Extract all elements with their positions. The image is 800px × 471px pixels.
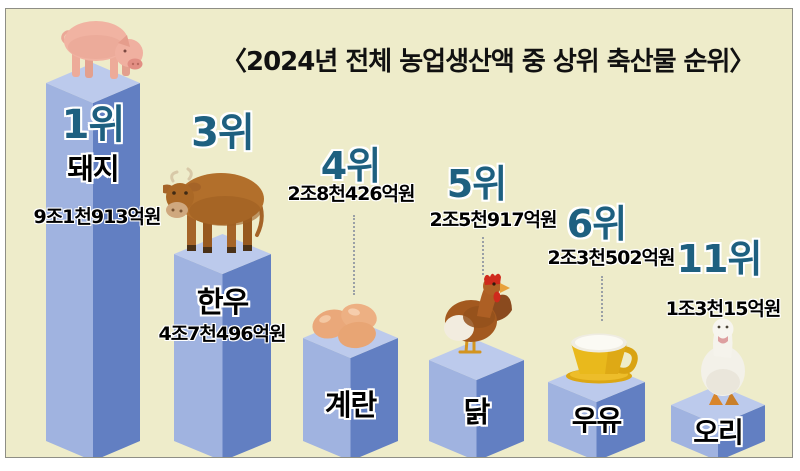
chart-frame: 〈2024년 전체 농업생산액 중 상위 축산물 순위〉 1위 돼지 9조1천9… [5, 8, 793, 458]
pillar-graphic [174, 234, 271, 457]
pillar-graphic [46, 63, 140, 457]
chicken-icon [444, 273, 512, 354]
rank-label: 1위 [61, 102, 126, 148]
cow-icon [163, 167, 264, 253]
pillar-graphic [429, 340, 524, 457]
value-label: 2조5천917억원 [429, 209, 557, 231]
rank-label: 3위 [191, 110, 255, 156]
connector-line [353, 215, 355, 295]
category-label: 닭 [463, 395, 491, 429]
rank-label: 6위 [566, 202, 627, 246]
value-label: 2조3천502억원 [547, 247, 675, 269]
chart-title: 〈2024년 전체 농업생산액 중 상위 축산물 순위〉 [221, 47, 755, 77]
connector-line [601, 276, 603, 321]
category-label: 오리 [693, 416, 744, 449]
value-label: 1조3천15억원 [665, 298, 782, 320]
value-label: 2조8천426억원 [287, 183, 415, 205]
pig-icon [61, 21, 143, 79]
rank-label: 11위 [676, 237, 763, 281]
milk-icon [566, 333, 638, 384]
category-label: 돼지 [67, 152, 119, 186]
duck-icon [701, 318, 745, 405]
category-label: 한우 [196, 285, 249, 319]
category-label: 우유 [571, 404, 623, 437]
value-label: 9조1천913억원 [33, 206, 161, 228]
rank-label: 5위 [446, 162, 507, 206]
value-label: 4조7천496억원 [158, 323, 286, 345]
category-label: 계란 [324, 388, 377, 422]
connector-line [482, 237, 484, 275]
rank-label: 4위 [320, 144, 381, 188]
eggs-icon [312, 303, 377, 349]
